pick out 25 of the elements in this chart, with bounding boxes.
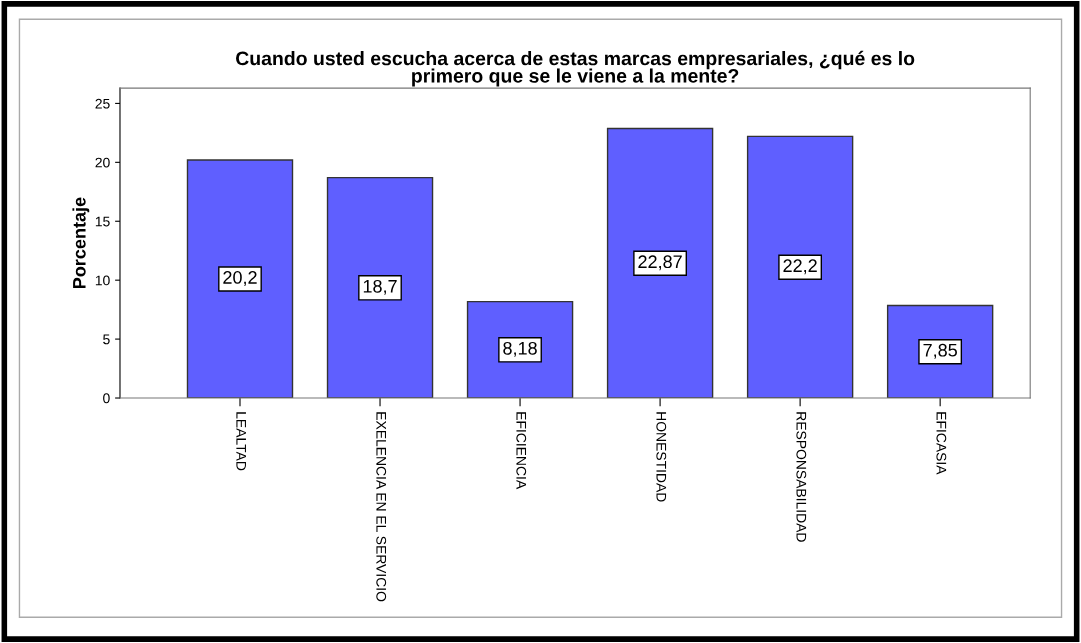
y-tick-label: 10 [95, 275, 110, 286]
bar [606, 127, 714, 399]
bar [326, 176, 434, 399]
y-tick-label: 25 [95, 98, 110, 109]
x-tick-label: EFICASIA [936, 412, 947, 475]
x-tick-label: HONESTIDAD [656, 412, 667, 502]
x-tick-label: EFICIENCIA [516, 412, 527, 490]
y-tick-label: 15 [95, 216, 110, 227]
data-label: 22,2 [783, 259, 817, 275]
data-label: 8,18 [503, 341, 537, 357]
x-tick-label: LEALTAD [236, 412, 246, 471]
x-tick-label: RESPONSABILIDAD [796, 412, 807, 542]
y-tick-label: 0 [103, 393, 110, 404]
data-label: 20,2 [223, 271, 257, 286]
chart-title: Cuando usted escucha acerca de estas marcas empresariales, ¿qué es lo primero que se le viene a la mente? [236, 50, 915, 87]
data-label: 18,7 [363, 279, 397, 295]
bar [746, 135, 854, 399]
bar [186, 159, 294, 399]
y-tick-label: 5 [103, 334, 110, 345]
y-tick-label: 20 [95, 157, 110, 168]
x-tick-label: EXELENCIA EN EL SERVICIO [376, 412, 387, 602]
y-axis-title: Porcentaje [72, 197, 90, 289]
bar [466, 300, 574, 399]
data-label: 22,87 [638, 255, 682, 271]
data-label: 7,85 [923, 343, 957, 359]
